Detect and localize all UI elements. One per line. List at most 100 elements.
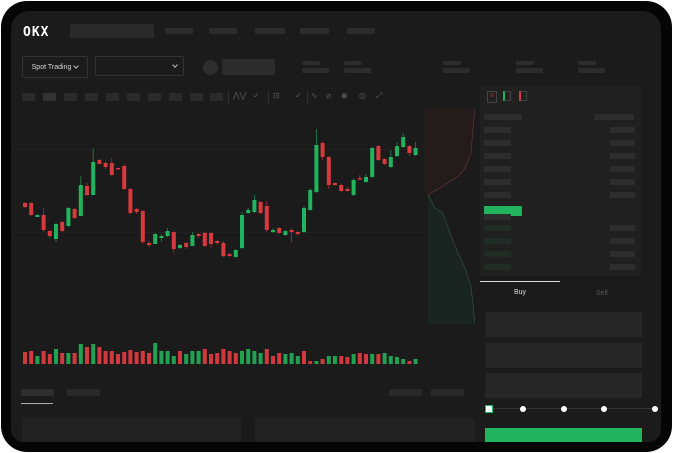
volume-bar: [47, 354, 52, 364]
candlestick-chart[interactable]: [15, 108, 425, 328]
total-input[interactable]: [485, 373, 642, 398]
book-view-asks-icon[interactable]: [519, 91, 527, 101]
interval-button[interactable]: [210, 93, 223, 101]
volume-bar: [41, 351, 46, 364]
pair-dropdown[interactable]: [95, 56, 184, 76]
candle: [159, 234, 164, 242]
volume-bar: [178, 351, 182, 364]
candle: [171, 231, 176, 253]
volume-bar: [221, 349, 226, 364]
book-row-price[interactable]: [484, 225, 511, 231]
nav-item[interactable]: [209, 28, 237, 34]
volume-bar: [351, 354, 356, 364]
interval-button[interactable]: [190, 93, 203, 101]
okx-logo[interactable]: OKX: [23, 25, 50, 40]
volume-bar: [333, 356, 337, 364]
volume-bar: [29, 351, 34, 364]
buy-button[interactable]: [485, 428, 642, 442]
candle: [147, 241, 151, 247]
book-row-price[interactable]: [484, 140, 511, 146]
book-row-price[interactable]: [484, 264, 511, 270]
line-tool-icon[interactable]: ∿: [311, 91, 318, 100]
candle-body: [202, 233, 207, 246]
target-icon[interactable]: ◎: [359, 91, 366, 100]
book-row-price[interactable]: [484, 127, 511, 133]
gridline: [15, 232, 425, 233]
candle-body: [339, 185, 344, 191]
slider-step[interactable]: [520, 406, 526, 412]
price-input[interactable]: [485, 312, 642, 337]
slider-step[interactable]: [561, 406, 567, 412]
candle: [326, 156, 331, 189]
ruler-icon[interactable]: ⧄: [326, 91, 332, 100]
volume-bar: [308, 361, 313, 364]
volume-bar: [407, 361, 412, 364]
volume-bar: [295, 356, 300, 364]
candle: [97, 159, 102, 164]
interval-button[interactable]: [64, 93, 77, 101]
indicator-icon[interactable]: ✓: [253, 91, 260, 100]
volume-bar: [23, 352, 27, 364]
orders-tab-underline: [21, 403, 53, 404]
candle-body: [326, 157, 331, 185]
slider-track[interactable]: [491, 408, 657, 409]
search-bar[interactable]: [70, 24, 154, 38]
slider-handle[interactable]: [485, 405, 493, 413]
amount-input[interactable]: [485, 343, 642, 368]
divider: [307, 91, 308, 103]
candle: [382, 158, 387, 165]
history-tab[interactable]: [67, 389, 100, 396]
candle-body: [413, 148, 418, 155]
book-row-price[interactable]: [484, 238, 511, 244]
interval-button[interactable]: [22, 93, 35, 101]
volume-bar: [134, 352, 139, 364]
candle: [376, 145, 381, 161]
book-row-price[interactable]: [484, 214, 511, 220]
interval-button[interactable]: [106, 93, 119, 101]
interval-button-active[interactable]: [43, 93, 56, 101]
slider-step[interactable]: [652, 406, 658, 412]
filter-button[interactable]: [389, 389, 422, 396]
chart-type-icon[interactable]: ⋀⋁: [233, 91, 247, 100]
slider-step[interactable]: [601, 406, 607, 412]
fullscreen-icon[interactable]: ⤢: [376, 91, 383, 100]
nav-item[interactable]: [347, 28, 375, 34]
nav-item[interactable]: [165, 28, 193, 34]
book-row-price[interactable]: [484, 153, 511, 159]
candle: [60, 221, 65, 232]
book-view-bids-icon[interactable]: [503, 91, 511, 101]
interval-button[interactable]: [127, 93, 140, 101]
interval-button[interactable]: [85, 93, 98, 101]
volume-bar: [196, 351, 201, 364]
volume-bar: [233, 353, 238, 364]
camera-icon[interactable]: ◙: [342, 91, 347, 100]
settings-icon[interactable]: ⊡: [273, 91, 280, 100]
candle-body: [364, 177, 368, 182]
nav-item[interactable]: [255, 28, 285, 34]
book-row-price[interactable]: [484, 251, 511, 257]
buy-tab[interactable]: Buy: [514, 289, 527, 296]
candle-body: [264, 206, 269, 230]
candle: [364, 174, 368, 183]
orders-tab[interactable]: [21, 389, 54, 396]
candle-body: [333, 183, 337, 185]
chevron-icon[interactable]: ✓: [295, 91, 302, 100]
buy-tab-underline: [480, 281, 560, 282]
candle-body: [209, 233, 213, 244]
trading-mode-dropdown[interactable]: Spot Trading: [22, 56, 88, 78]
book-row-price[interactable]: [484, 192, 511, 198]
sell-tab[interactable]: Sell: [596, 290, 608, 297]
book-row-price[interactable]: [484, 166, 511, 172]
candle-body: [345, 189, 350, 191]
candle-body: [370, 148, 375, 177]
book-row-price[interactable]: [484, 179, 511, 185]
interval-button[interactable]: [148, 93, 161, 101]
book-view-both-icon[interactable]: ≡: [487, 91, 497, 103]
candle-body: [29, 203, 34, 215]
candle-body: [103, 163, 108, 167]
nav-item[interactable]: [300, 28, 329, 34]
divider: [268, 91, 269, 103]
coin-icon: [203, 60, 218, 75]
filter-button[interactable]: [431, 389, 464, 396]
interval-button[interactable]: [169, 93, 182, 101]
